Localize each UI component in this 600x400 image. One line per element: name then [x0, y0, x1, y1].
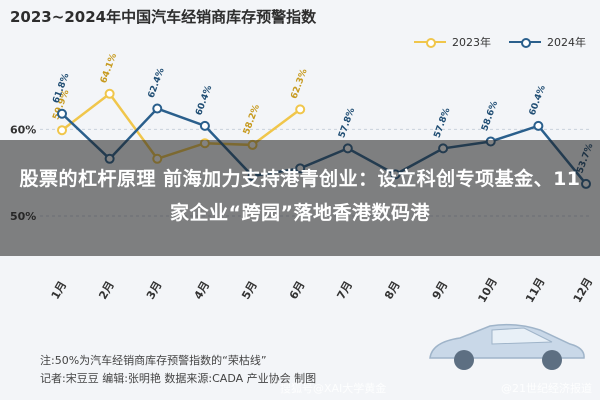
data-point: [152, 103, 163, 114]
watermark-right: @21世纪经济报道: [501, 382, 592, 395]
legend-label-2023: 2023年: [452, 36, 491, 49]
data-label: 62.3%: [290, 68, 310, 101]
data-label: 64.1%: [99, 52, 119, 85]
note-line-2: 记者:宋豆豆 编辑:张明艳 数据来源:CADA 产业协会 制图: [40, 372, 317, 385]
x-tick-label: 8月: [382, 279, 403, 302]
data-point: [104, 88, 115, 99]
x-tick-label: 1月: [49, 279, 70, 302]
legend-swatch-2023: [414, 37, 446, 48]
x-tick-label: 10月: [475, 276, 499, 305]
x-tick-label: 6月: [287, 279, 308, 302]
y-tick-label: 60%: [10, 123, 36, 136]
data-label: 58.2%: [242, 103, 262, 136]
legend-label-2024: 2024年: [547, 36, 586, 49]
note-line-1: 注:50%为汽车经销商库存预警指数的“荣枯线”: [40, 354, 267, 367]
legend-item-2023: 2023年: [414, 34, 491, 50]
x-tick-label: 2月: [96, 279, 117, 302]
headline-overlay: [0, 140, 600, 256]
data-point: [57, 125, 67, 136]
x-tick-label: 11月: [523, 276, 547, 305]
x-tick-label: 5月: [239, 279, 260, 302]
data-point: [533, 120, 544, 131]
x-tick-label: 3月: [144, 279, 165, 302]
chart-legend: 2023年 2024年: [414, 34, 586, 50]
headline-text: 股票的杠杆原理 前海加力支持港青创业：设立科创专项基金、11家企业“跨园”落地香…: [19, 168, 581, 224]
data-label: 57.8%: [337, 107, 357, 140]
car-illustration-icon: [429, 323, 585, 370]
data-label: 58.6%: [480, 100, 500, 133]
x-tick-label: 7月: [334, 279, 355, 302]
x-tick-label: 9月: [430, 279, 451, 302]
legend-item-2024: 2024年: [509, 34, 586, 50]
x-tick-label: 4月: [192, 279, 213, 302]
legend-swatch-2024: [509, 37, 541, 48]
x-tick-label: 12月: [571, 276, 595, 305]
data-point: [295, 104, 306, 115]
data-label: 60.4%: [528, 84, 548, 117]
data-label: 60.4%: [194, 84, 214, 117]
watermark-left: 搜狐号@XAI大学黄金: [280, 382, 387, 395]
data-point: [199, 120, 210, 131]
data-label: 62.4%: [147, 67, 167, 100]
data-point: [57, 108, 67, 119]
chart-note: 注:50%为汽车经销商库存预警指数的“荣枯线” 记者:宋豆豆 编辑:张明艳 数据…: [40, 352, 316, 388]
data-label: 57.8%: [433, 107, 453, 140]
chart-title: 2023~2024年中国汽车经销商库存预警指数: [10, 8, 317, 26]
